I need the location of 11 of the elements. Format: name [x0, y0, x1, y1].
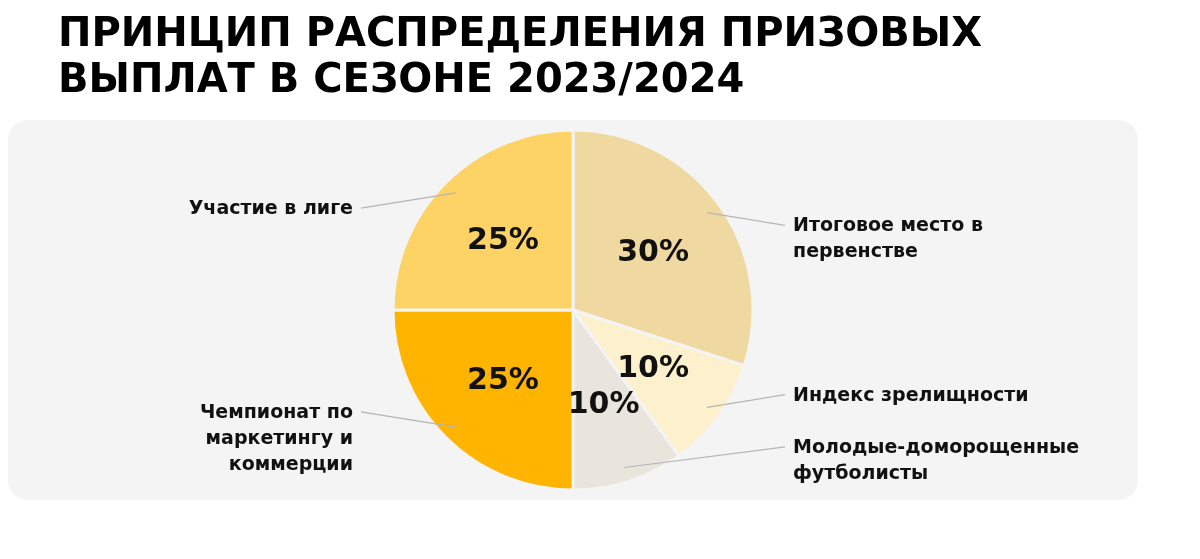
slice-label: Молодые-доморощенные футболисты: [793, 434, 1080, 483]
data-label: 25%: [467, 221, 539, 256]
slice-label: Участие в лиге: [188, 196, 353, 219]
slice-label: Индекс зрелищности: [793, 382, 1029, 405]
chart-title: ПРИНЦИП РАСПРЕДЕЛЕНИЯ ПРИЗОВЫХ ВЫПЛАТ В СЕЗОНЕ 2023/2024: [58, 9, 983, 101]
data-label: 10%: [567, 385, 640, 421]
data-label: 10%: [617, 349, 689, 385]
slice-label: Итоговое место в первенстве: [793, 213, 983, 262]
data-label: 25%: [467, 361, 539, 396]
data-label: 30%: [617, 232, 689, 268]
slice-label: Чемпионат по маркетингу и коммерции: [199, 399, 353, 474]
